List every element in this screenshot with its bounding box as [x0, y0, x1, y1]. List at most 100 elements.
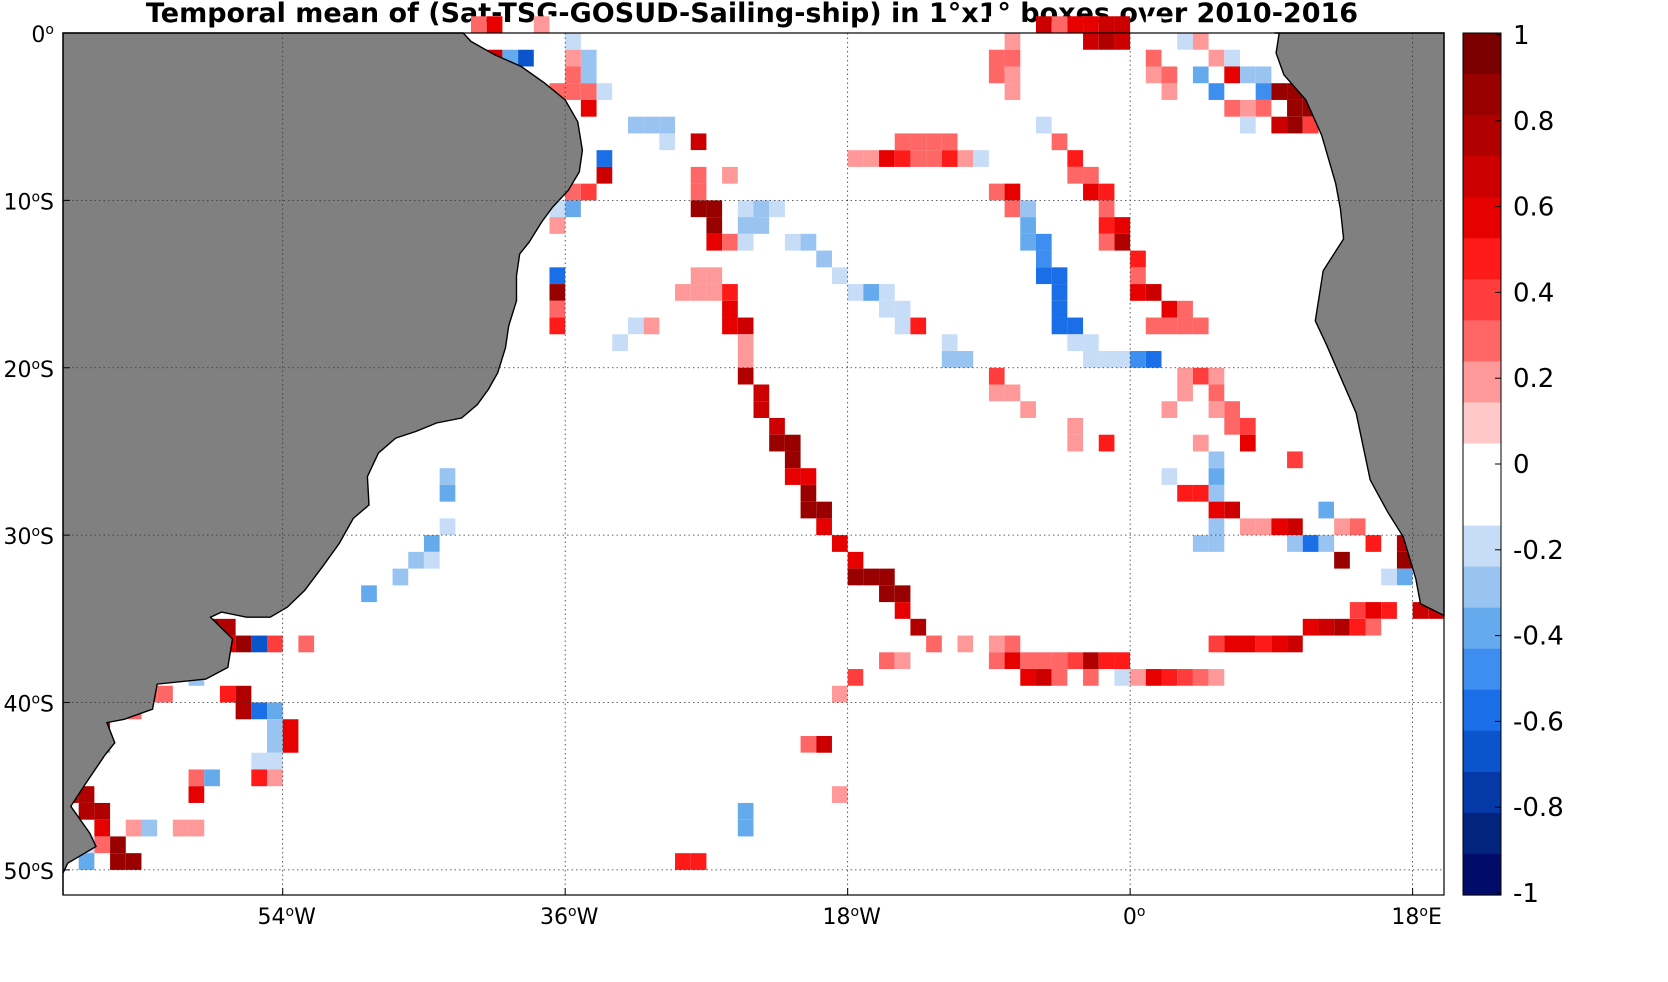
colorbar-tick-label: 0.8 [1513, 107, 1554, 137]
colorbar-segment [1463, 238, 1501, 280]
data-cell [1381, 602, 1397, 619]
data-cell [423, 535, 440, 552]
data-cell [1287, 116, 1303, 134]
data-cell [1035, 16, 1052, 33]
data-cell [1145, 351, 1162, 368]
data-cell [1334, 518, 1350, 536]
data-cell [612, 334, 628, 352]
data-cell [1287, 451, 1303, 469]
data-cell [1224, 49, 1240, 67]
tick-label: 0o [31, 22, 54, 48]
data-cell [1287, 535, 1303, 552]
data-cell [439, 484, 456, 502]
data-cell [675, 150, 691, 167]
data-cell [204, 769, 220, 787]
data-cell [800, 786, 817, 803]
data-cell [926, 150, 942, 167]
data-cell [800, 233, 817, 251]
colorbar: 1 0.8 0.6 0.4 0.2 0 -0.2 -0.4 -0.6 -0.8 -1 [1462, 21, 1564, 909]
data-cell [737, 367, 754, 385]
data-cell [737, 802, 754, 820]
data-cell [690, 166, 707, 184]
tick-label: 10oS [3, 189, 54, 215]
data-cell [1035, 652, 1052, 670]
data-cell [988, 183, 1005, 201]
data-cell [1177, 367, 1193, 385]
tick-label: 18oW [822, 904, 881, 930]
data-cell [1098, 33, 1115, 50]
data-cell [1192, 33, 1209, 50]
data-cell [627, 116, 644, 134]
data-cell [1067, 16, 1084, 33]
data-cell [926, 133, 942, 151]
data-cell [910, 317, 927, 335]
data-cell [251, 702, 268, 720]
data-cell [1020, 669, 1036, 686]
tick-label: 36oW [540, 904, 599, 930]
data-cell [1365, 602, 1382, 619]
data-cell [1083, 16, 1099, 33]
data-cell [549, 217, 566, 234]
colorbar-segment [1463, 525, 1501, 568]
data-cell [847, 284, 864, 301]
data-cell [847, 150, 864, 167]
data-cell [769, 417, 785, 435]
colorbar-segment [1463, 361, 1501, 404]
data-cell [1192, 484, 1209, 502]
data-cell [1177, 300, 1193, 318]
data-cell [1051, 267, 1068, 285]
colorbar-segment [1463, 402, 1501, 445]
colorbar-tick-label: -0.4 [1513, 622, 1564, 652]
data-cell [1035, 267, 1052, 285]
colorbar-segment [1463, 812, 1501, 855]
data-cell [1130, 250, 1146, 268]
data-cell [1098, 669, 1115, 686]
tick-label: 54oW [258, 904, 317, 930]
data-cell [800, 484, 817, 502]
data-cell [988, 367, 1005, 385]
data-cell [549, 284, 566, 301]
data-cell [910, 150, 927, 167]
data-cell [879, 652, 895, 670]
colorbar-segment [1463, 156, 1501, 198]
data-cell [1020, 401, 1036, 418]
data-cell [753, 217, 770, 234]
tick-label: 40oS [3, 692, 54, 718]
data-cell [831, 685, 848, 703]
data-cell [157, 685, 173, 703]
data-cell [267, 702, 283, 720]
data-cell [1177, 484, 1193, 502]
data-cell [1177, 317, 1193, 335]
data-cell [863, 669, 880, 686]
data-cell [94, 819, 111, 837]
data-cell [1177, 33, 1193, 50]
data-cell [1208, 484, 1225, 502]
data-cell [1287, 99, 1303, 117]
data-cell [894, 652, 911, 670]
data-cell [78, 786, 95, 803]
data-cell [769, 802, 785, 820]
colorbar-segment [1463, 197, 1501, 239]
data-cell [1287, 518, 1303, 536]
data-cell [627, 334, 644, 352]
data-cell [1208, 501, 1225, 519]
data-cell [1004, 83, 1021, 100]
data-cell [1098, 200, 1115, 218]
data-cell [1396, 585, 1413, 603]
data-cell [1161, 317, 1178, 335]
data-cell [1004, 66, 1021, 84]
data-cell [1349, 518, 1366, 536]
data-cell [1224, 501, 1240, 519]
data-cell [1208, 468, 1225, 485]
data-cell [941, 334, 958, 352]
data-cell [1161, 669, 1178, 686]
data-cell [1114, 351, 1131, 368]
data-cell [800, 501, 817, 519]
data-cell [298, 635, 315, 653]
data-cell [1255, 518, 1272, 536]
data-cell [1098, 183, 1115, 201]
data-cell [1051, 284, 1068, 301]
data-cell [1224, 417, 1240, 435]
data-cell [235, 702, 252, 720]
